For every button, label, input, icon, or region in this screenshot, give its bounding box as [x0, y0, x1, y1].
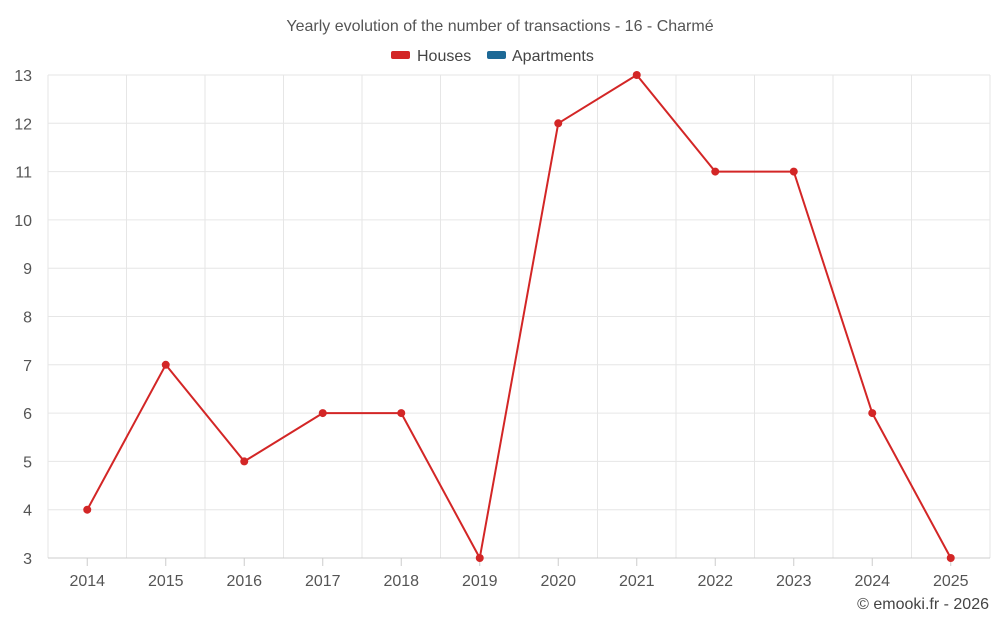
legend-label-houses[interactable]: Houses	[417, 48, 471, 65]
data-point-houses-2019[interactable]	[475, 554, 484, 562]
legend-swatch-houses[interactable]	[391, 51, 410, 59]
x-tick-label: 2025	[933, 573, 969, 590]
credit-text: © emooki.fr - 2026	[857, 596, 989, 613]
y-tick-label: 5	[23, 454, 32, 471]
y-tick-label: 3	[23, 551, 32, 568]
data-point-houses-2020[interactable]	[554, 119, 563, 128]
y-tick-label: 4	[23, 503, 32, 520]
series-line-houses	[86, 74, 952, 559]
x-axis: 2014 2015 2016 2017 2018 2019 2020 2021 2022 2023…	[48, 557, 990, 590]
x-tick-label: 2024	[854, 573, 890, 590]
x-tick-label: 2016	[226, 573, 262, 590]
data-point-houses-2024[interactable]	[868, 409, 877, 418]
x-tick-label: 2019	[462, 573, 498, 590]
y-axis: 3 4 5 6 7 8 9 10 11 12 13	[14, 68, 32, 568]
y-tick-label: 10	[14, 213, 32, 230]
legend-swatch-apartments[interactable]	[487, 51, 506, 59]
x-tick-label: 2021	[619, 573, 655, 590]
data-point-houses-2016[interactable]	[240, 457, 249, 466]
data-point-houses-2021[interactable]	[632, 71, 641, 79]
legend: Houses Apartments	[391, 48, 594, 65]
y-tick-label: 9	[23, 261, 32, 278]
y-tick-label: 7	[23, 358, 32, 375]
x-tick-label: 2022	[697, 573, 733, 590]
data-point-houses-2015[interactable]	[161, 360, 170, 369]
x-tick-label: 2014	[69, 573, 105, 590]
data-point-houses-2018[interactable]	[397, 409, 406, 418]
data-point-houses-2022[interactable]	[711, 167, 720, 176]
x-tick-label: 2023	[776, 573, 812, 590]
x-tick-label: 2015	[148, 573, 184, 590]
series-layer	[83, 71, 955, 562]
data-point-houses-2025[interactable]	[946, 554, 955, 562]
chart-title: Yearly evolution of the number of transa…	[286, 18, 713, 35]
y-tick-label: 12	[14, 116, 32, 133]
data-point-houses-2017[interactable]	[318, 409, 327, 418]
grid	[47, 74, 991, 559]
x-tick-label: 2018	[383, 573, 419, 590]
data-point-houses-2023[interactable]	[789, 167, 798, 176]
y-tick-label: 11	[15, 165, 32, 182]
y-tick-label: 8	[23, 310, 32, 327]
x-tick-label: 2020	[540, 573, 576, 590]
legend-label-apartments[interactable]: Apartments	[512, 48, 594, 65]
y-tick-label: 13	[14, 68, 32, 85]
y-tick-label: 6	[23, 406, 32, 423]
x-tick-label: 2017	[305, 573, 341, 590]
data-point-houses-2014[interactable]	[83, 505, 92, 514]
